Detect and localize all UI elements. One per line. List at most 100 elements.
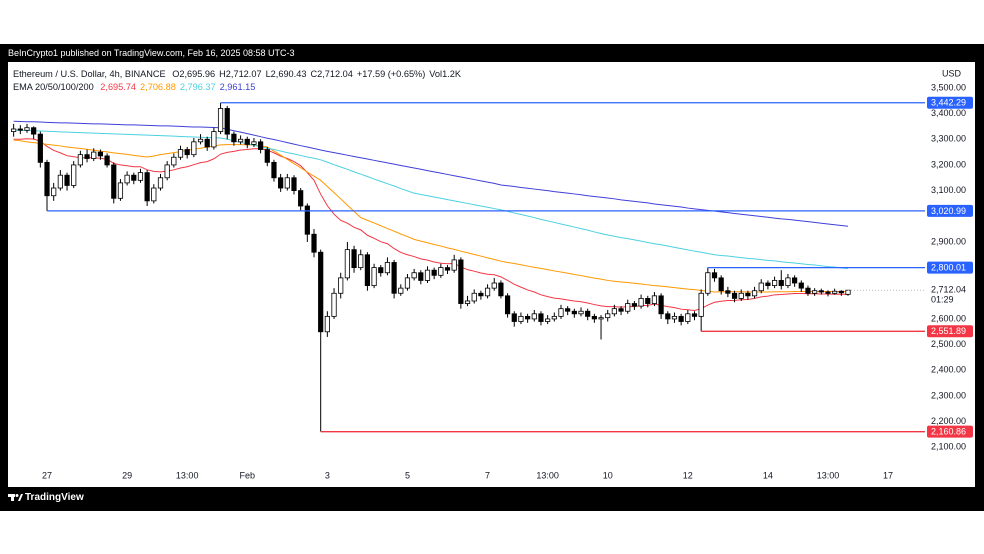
candle-body [244,138,250,145]
candle-body [124,174,130,184]
candle-body [751,290,758,297]
ohlc-value: C2,712.04 [310,69,353,79]
candle-body [17,128,23,131]
x-tick-label: 13:00 [817,470,840,480]
change: +17.59 (+0.65%) [356,69,426,79]
candle-body [131,174,137,181]
volume: Vol1.2K [429,69,461,79]
candle-body [484,287,491,297]
x-tick-label: 14 [763,470,773,480]
candle-body [498,282,504,297]
candle-body [471,292,477,302]
y-tick-label: 2,100.00 [931,442,966,452]
candle-body [504,295,511,315]
candle-body [318,251,324,333]
candle-body [818,290,824,293]
candle-body [338,277,344,294]
candle-body [278,177,284,189]
candle-body [404,277,411,289]
candle-body [605,313,611,319]
candle-body [184,149,190,156]
candle-body [665,313,671,320]
candle-body [611,308,617,315]
y-tick-label: 3,400.00 [931,108,966,118]
y-tick-label: 3,100.00 [931,185,966,195]
y-tick-label: 2,400.00 [931,365,966,375]
x-tick-label: 17 [883,470,893,480]
candle-body [671,315,678,320]
x-tick-label: 3 [325,470,330,480]
candle-body [638,298,644,307]
candle-body [144,172,150,202]
candle-body [645,298,651,304]
candle-body [478,292,484,297]
candle-body [378,267,384,274]
candle-body [731,292,738,299]
candle-body [224,108,230,135]
level-label-box [927,261,973,274]
y-tick-label: 2,600.00 [931,313,966,323]
candle-body [298,190,304,207]
level-label-box [927,425,973,438]
candle-body [525,315,531,320]
candle-body [11,128,17,132]
y-tick-label: 3,500.00 [931,82,966,92]
candle-body [51,187,57,197]
candle-body [491,282,497,289]
candle-body [451,259,457,271]
x-tick-label: 12 [683,470,693,480]
candle-body [364,254,371,286]
candle-body [71,164,77,186]
candle-body [718,277,724,292]
candle-body [324,315,330,333]
candle-body [311,233,317,253]
candle-body [211,131,217,148]
candle-body [418,272,424,281]
candle-body [438,267,444,276]
ema-line [13,139,849,293]
countdown: 01:29 [931,295,954,305]
y-tick-label: 2,300.00 [931,390,966,400]
currency: USD [942,68,962,78]
candle-body [271,161,277,179]
x-tick-label: 29 [122,470,132,480]
candle-body [171,156,177,166]
candle-body [758,282,764,292]
candle-body [725,290,731,294]
candle-body [778,280,784,286]
candle-body [231,133,237,143]
candle-body [805,287,811,294]
candle-body [685,313,691,322]
level-label: 2,551.89 [931,326,966,336]
candle-body [798,282,804,289]
candle-body [24,127,30,131]
candle-body [658,295,664,315]
candle-body [258,141,264,150]
x-tick-label: 13:00 [176,470,199,480]
y-tick-label: 2,200.00 [931,416,966,426]
candle-body [651,295,658,304]
candle-body [551,315,557,320]
candle-body [545,318,551,322]
symbol-legend: Ethereum / U.S. Dollar, 4h, BINANCE O2,6… [13,69,465,79]
candle-body [84,154,90,159]
last-price-label: 2,712.04 [931,285,966,295]
candle-body [264,149,270,163]
y-tick-label: 2,500.00 [931,339,966,349]
candle-body [618,308,624,312]
candle-body [458,259,464,304]
publisher: BeInCrypto1 published on TradingView.com… [8,48,295,58]
candle-body [825,291,831,294]
y-tick-label: 3,300.00 [931,134,966,144]
logo-icon [8,494,23,501]
candle-body [284,177,290,189]
candle-body [77,154,83,166]
candle-body [398,287,404,294]
candle-body [838,290,844,294]
candle-body [591,315,597,320]
candle-body [765,282,771,286]
candle-body [745,292,751,297]
candle-body [578,310,584,315]
